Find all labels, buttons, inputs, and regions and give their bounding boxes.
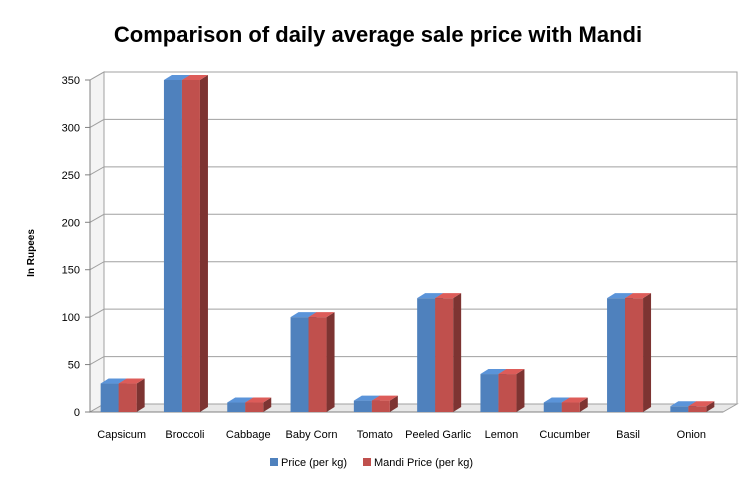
gridline bbox=[89, 118, 737, 128]
bar bbox=[498, 374, 517, 412]
bar-top bbox=[181, 75, 208, 80]
bar-side bbox=[199, 75, 208, 412]
y-tick-label: 50 bbox=[68, 360, 80, 372]
bar-top bbox=[561, 397, 588, 403]
bar bbox=[353, 400, 372, 412]
bar-top bbox=[498, 369, 525, 375]
bar bbox=[561, 402, 580, 412]
y-tick-label: 100 bbox=[62, 312, 80, 324]
gridline bbox=[89, 71, 737, 81]
chart-title: Comparison of daily average sale price w… bbox=[113, 22, 643, 47]
bar-side bbox=[263, 397, 272, 412]
bar-top bbox=[688, 401, 715, 407]
bar-top bbox=[353, 395, 380, 401]
bar-side bbox=[326, 312, 335, 412]
bar-top bbox=[371, 395, 398, 401]
bar bbox=[227, 402, 246, 412]
bar bbox=[543, 402, 562, 412]
bar-side bbox=[579, 397, 588, 412]
bar bbox=[118, 383, 137, 412]
bar bbox=[670, 406, 689, 412]
bar-side bbox=[453, 293, 462, 412]
bar bbox=[181, 80, 200, 412]
y-tick-label: 150 bbox=[62, 265, 80, 277]
bar bbox=[607, 298, 626, 412]
y-tick-label: 200 bbox=[62, 217, 80, 229]
x-tick-label: Capsicum bbox=[97, 429, 146, 441]
bar-top bbox=[543, 397, 570, 403]
bar bbox=[290, 317, 309, 412]
x-tick-label: Peeled Garlic bbox=[405, 429, 472, 441]
legend-label: Mandi Price (per kg) bbox=[374, 457, 473, 469]
gridline bbox=[89, 213, 737, 223]
legend-label: Price (per kg) bbox=[281, 457, 347, 469]
x-tick-label: Cucumber bbox=[539, 429, 590, 441]
bar-side bbox=[136, 378, 145, 412]
bar bbox=[688, 406, 707, 412]
x-tick-label: Lemon bbox=[485, 429, 519, 441]
x-tick-label: Broccoli bbox=[165, 429, 204, 441]
bar-top bbox=[290, 312, 317, 318]
x-tick-label: Tomato bbox=[357, 429, 393, 441]
y-tick-label: 300 bbox=[62, 122, 80, 134]
x-tick-label: Basil bbox=[616, 429, 640, 441]
y-tick-label: 350 bbox=[62, 75, 80, 87]
gridline bbox=[89, 356, 737, 366]
axes bbox=[85, 71, 739, 413]
y-axis-label: In Rupees bbox=[26, 229, 37, 277]
bar bbox=[245, 402, 264, 412]
bar bbox=[435, 298, 454, 412]
legend-swatch bbox=[363, 458, 371, 466]
gridline bbox=[89, 261, 737, 271]
bar-top bbox=[670, 401, 697, 407]
bar-top bbox=[227, 397, 254, 403]
legend: Price (per kg) Mandi Price (per kg) bbox=[270, 457, 473, 469]
bar-top bbox=[100, 378, 127, 384]
x-tick-label: Cabbage bbox=[226, 429, 271, 441]
labels: 0 50 100 150 200 250 300 350 Capsicum Broccoli Cab… bbox=[62, 75, 706, 441]
bar-top bbox=[417, 293, 444, 299]
bar bbox=[163, 80, 182, 412]
bar bbox=[371, 400, 390, 412]
bar-side bbox=[706, 401, 715, 412]
bar-top bbox=[480, 369, 507, 375]
bars bbox=[100, 75, 715, 412]
bar-top bbox=[625, 293, 652, 299]
bar bbox=[480, 374, 499, 412]
bar bbox=[625, 298, 644, 412]
bar-side bbox=[643, 293, 652, 412]
x-tick-label: Baby Corn bbox=[286, 429, 338, 441]
bar-top bbox=[118, 378, 145, 384]
bar-top bbox=[245, 397, 272, 403]
bar-top bbox=[607, 293, 634, 299]
bar bbox=[100, 383, 119, 412]
bar-side bbox=[389, 395, 398, 412]
bar-top bbox=[435, 293, 462, 299]
bar bbox=[417, 298, 436, 412]
bar-top bbox=[163, 75, 190, 80]
y-tick-label: 0 bbox=[74, 407, 80, 419]
bar-top bbox=[308, 312, 335, 318]
gridline bbox=[89, 166, 737, 176]
x-tick-label: Onion bbox=[677, 429, 706, 441]
bar-side bbox=[516, 369, 525, 412]
bar bbox=[308, 317, 327, 412]
gridline bbox=[89, 308, 737, 318]
y-tick-label: 250 bbox=[62, 170, 80, 182]
legend-swatch bbox=[270, 458, 278, 466]
